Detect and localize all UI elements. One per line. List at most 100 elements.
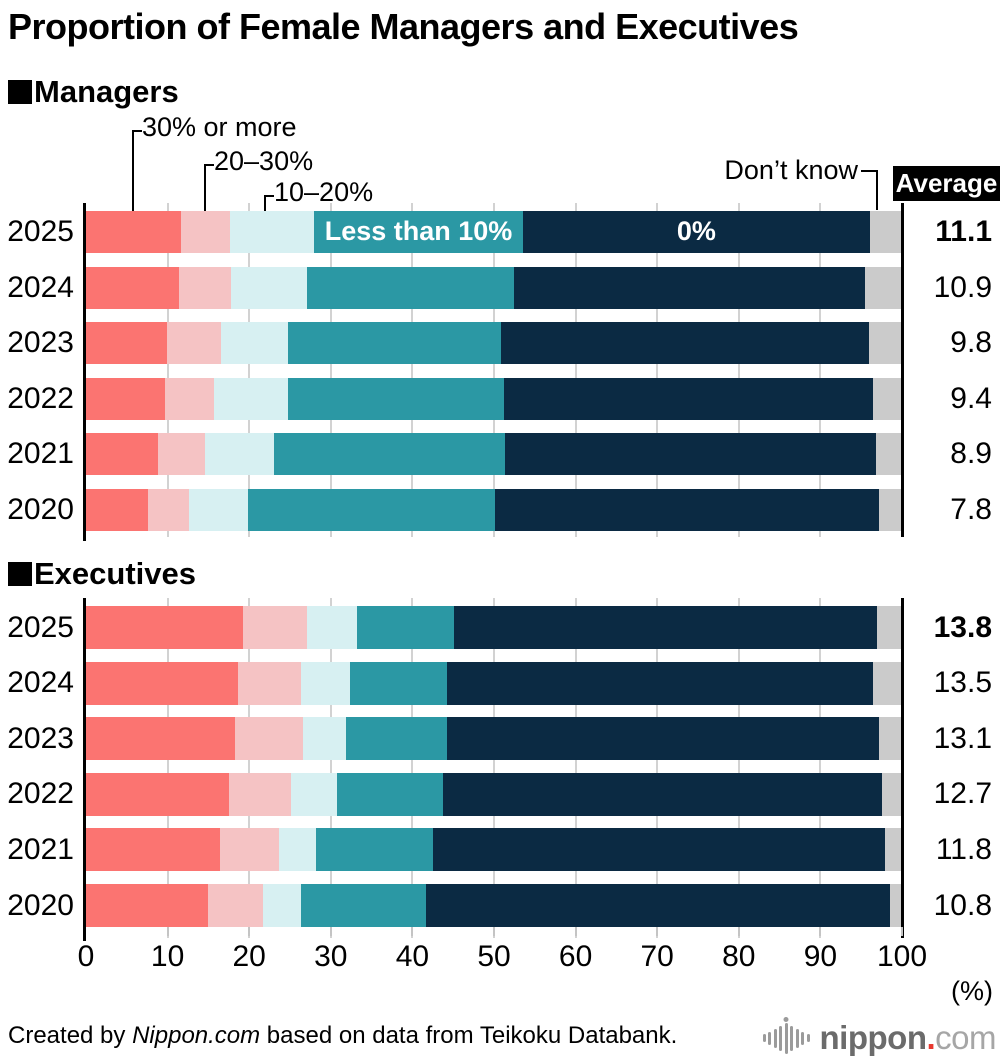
axis-tick-label: 90	[803, 940, 838, 973]
y-axis-line	[83, 598, 86, 941]
bar-row	[86, 828, 902, 872]
bar-segment-zero	[443, 772, 882, 816]
section-marker-icon	[8, 80, 32, 104]
average-value: 13.8	[933, 610, 992, 644]
year-label: 2020	[7, 493, 74, 526]
bar-segment-p10_20	[214, 377, 288, 420]
bar-segment-less10	[316, 828, 433, 872]
nippon-logo: nippon.com	[762, 1016, 996, 1058]
bar-segment-p20_30	[219, 828, 280, 872]
bar-segment-dont_know	[872, 377, 902, 420]
bar-segment-less10: Less than 10%	[314, 211, 523, 253]
bar-row	[86, 606, 902, 649]
bar-segment-less10	[346, 717, 447, 761]
section-header-executives: Executives	[8, 556, 196, 592]
right-axis-line	[901, 203, 904, 537]
callout-line-dont-know	[861, 170, 878, 210]
bar-segment-dont_know	[881, 772, 902, 816]
bar-segment-zero	[426, 884, 890, 927]
bar-segment-p20_30	[242, 606, 308, 649]
axis-tick-label: 70	[640, 940, 674, 973]
bar-segment-p30	[86, 661, 238, 705]
bar-segment-zero	[446, 717, 880, 761]
bar-segment-p30	[86, 606, 243, 649]
bar-segment-p30	[86, 717, 236, 761]
bar-segment-zero	[432, 828, 885, 872]
legend-20-30: 20–30%	[214, 146, 314, 176]
axis-tick-label: 0	[77, 940, 95, 973]
bar-row	[86, 717, 902, 761]
gridline	[656, 598, 659, 938]
year-label: 2023	[7, 326, 74, 360]
gridline	[248, 203, 251, 537]
bar-segment-p10_20	[230, 211, 315, 253]
bar-segment-dont_know	[879, 489, 902, 531]
bar-segment-less10	[248, 489, 495, 531]
axis-tick	[411, 927, 414, 936]
axis-tick	[574, 927, 577, 936]
bar-segment-p30	[86, 377, 166, 420]
bar-row	[86, 377, 902, 420]
section-header-managers: Managers	[8, 74, 179, 110]
year-label: 2020	[7, 888, 74, 922]
right-axis-line	[901, 598, 904, 938]
bar-segment-less10	[301, 884, 427, 927]
page-title: Proportion of Female Managers and Execut…	[8, 6, 799, 47]
bar-segment-dont_know	[872, 661, 902, 705]
average-value: 9.8	[950, 326, 992, 360]
bar-row	[86, 661, 902, 705]
bar-segment-p10_20	[300, 661, 350, 705]
average-value: 13.1	[933, 721, 992, 755]
year-label: 2023	[7, 721, 74, 755]
bar-row	[86, 322, 902, 365]
logo-bar	[790, 1025, 794, 1051]
gridline	[819, 203, 822, 537]
gridline	[819, 598, 822, 938]
bar-segment-zero	[513, 266, 866, 309]
legend-dont-know: Don’t know	[724, 155, 858, 185]
bar-segment-p20_30	[165, 377, 215, 420]
axis-unit-label: (%)	[951, 976, 993, 1006]
bar-row	[86, 433, 902, 476]
bar-segment-p30	[86, 828, 220, 872]
axis-tick	[329, 927, 332, 936]
bar-segment-p20_30	[166, 322, 221, 365]
axis-tick	[901, 927, 903, 936]
gridline	[329, 203, 332, 537]
section-header-label: Executives	[34, 556, 196, 591]
axis-tick	[493, 927, 495, 936]
gridline	[493, 203, 495, 537]
bar-segment-less10	[287, 377, 504, 420]
soundwave-logo-icon	[762, 1016, 810, 1058]
bar-segment-p10_20	[220, 322, 289, 365]
bar-segment-p30	[86, 211, 181, 253]
bar-segment-p30	[86, 266, 180, 309]
logo-bar	[779, 1025, 783, 1051]
bar-segment-p10_20	[188, 489, 249, 531]
gridline	[656, 203, 659, 537]
year-label: 2025	[7, 215, 74, 248]
bar-segment-p10_20	[205, 433, 275, 476]
bar-segment-less10	[349, 661, 448, 705]
gridline	[574, 203, 577, 537]
bar-segment-p20_30	[237, 661, 301, 705]
bar-segment-p10_20	[231, 266, 308, 309]
axis-tick-label: 50	[477, 940, 511, 973]
bar-segment-p20_30	[157, 433, 206, 476]
axis-tick-label: 30	[314, 940, 348, 973]
axis-tick-label: 80	[722, 940, 756, 973]
gridline	[737, 203, 740, 537]
bar-segment-dont_know	[865, 266, 902, 309]
bar-segment-zero: 0%	[522, 211, 871, 253]
bar-segment-dont_know	[875, 433, 902, 476]
bar-segment-p10_20	[290, 772, 338, 816]
inbar-label: Less than 10%	[324, 215, 513, 246]
bar-segment-dont_know	[879, 717, 902, 761]
bar-segment-zero	[447, 661, 873, 705]
average-value: 8.9	[950, 437, 992, 471]
average-value: 10.8	[933, 888, 992, 922]
callout-line-10-20	[264, 195, 274, 211]
bar-segment-less10	[307, 266, 514, 309]
